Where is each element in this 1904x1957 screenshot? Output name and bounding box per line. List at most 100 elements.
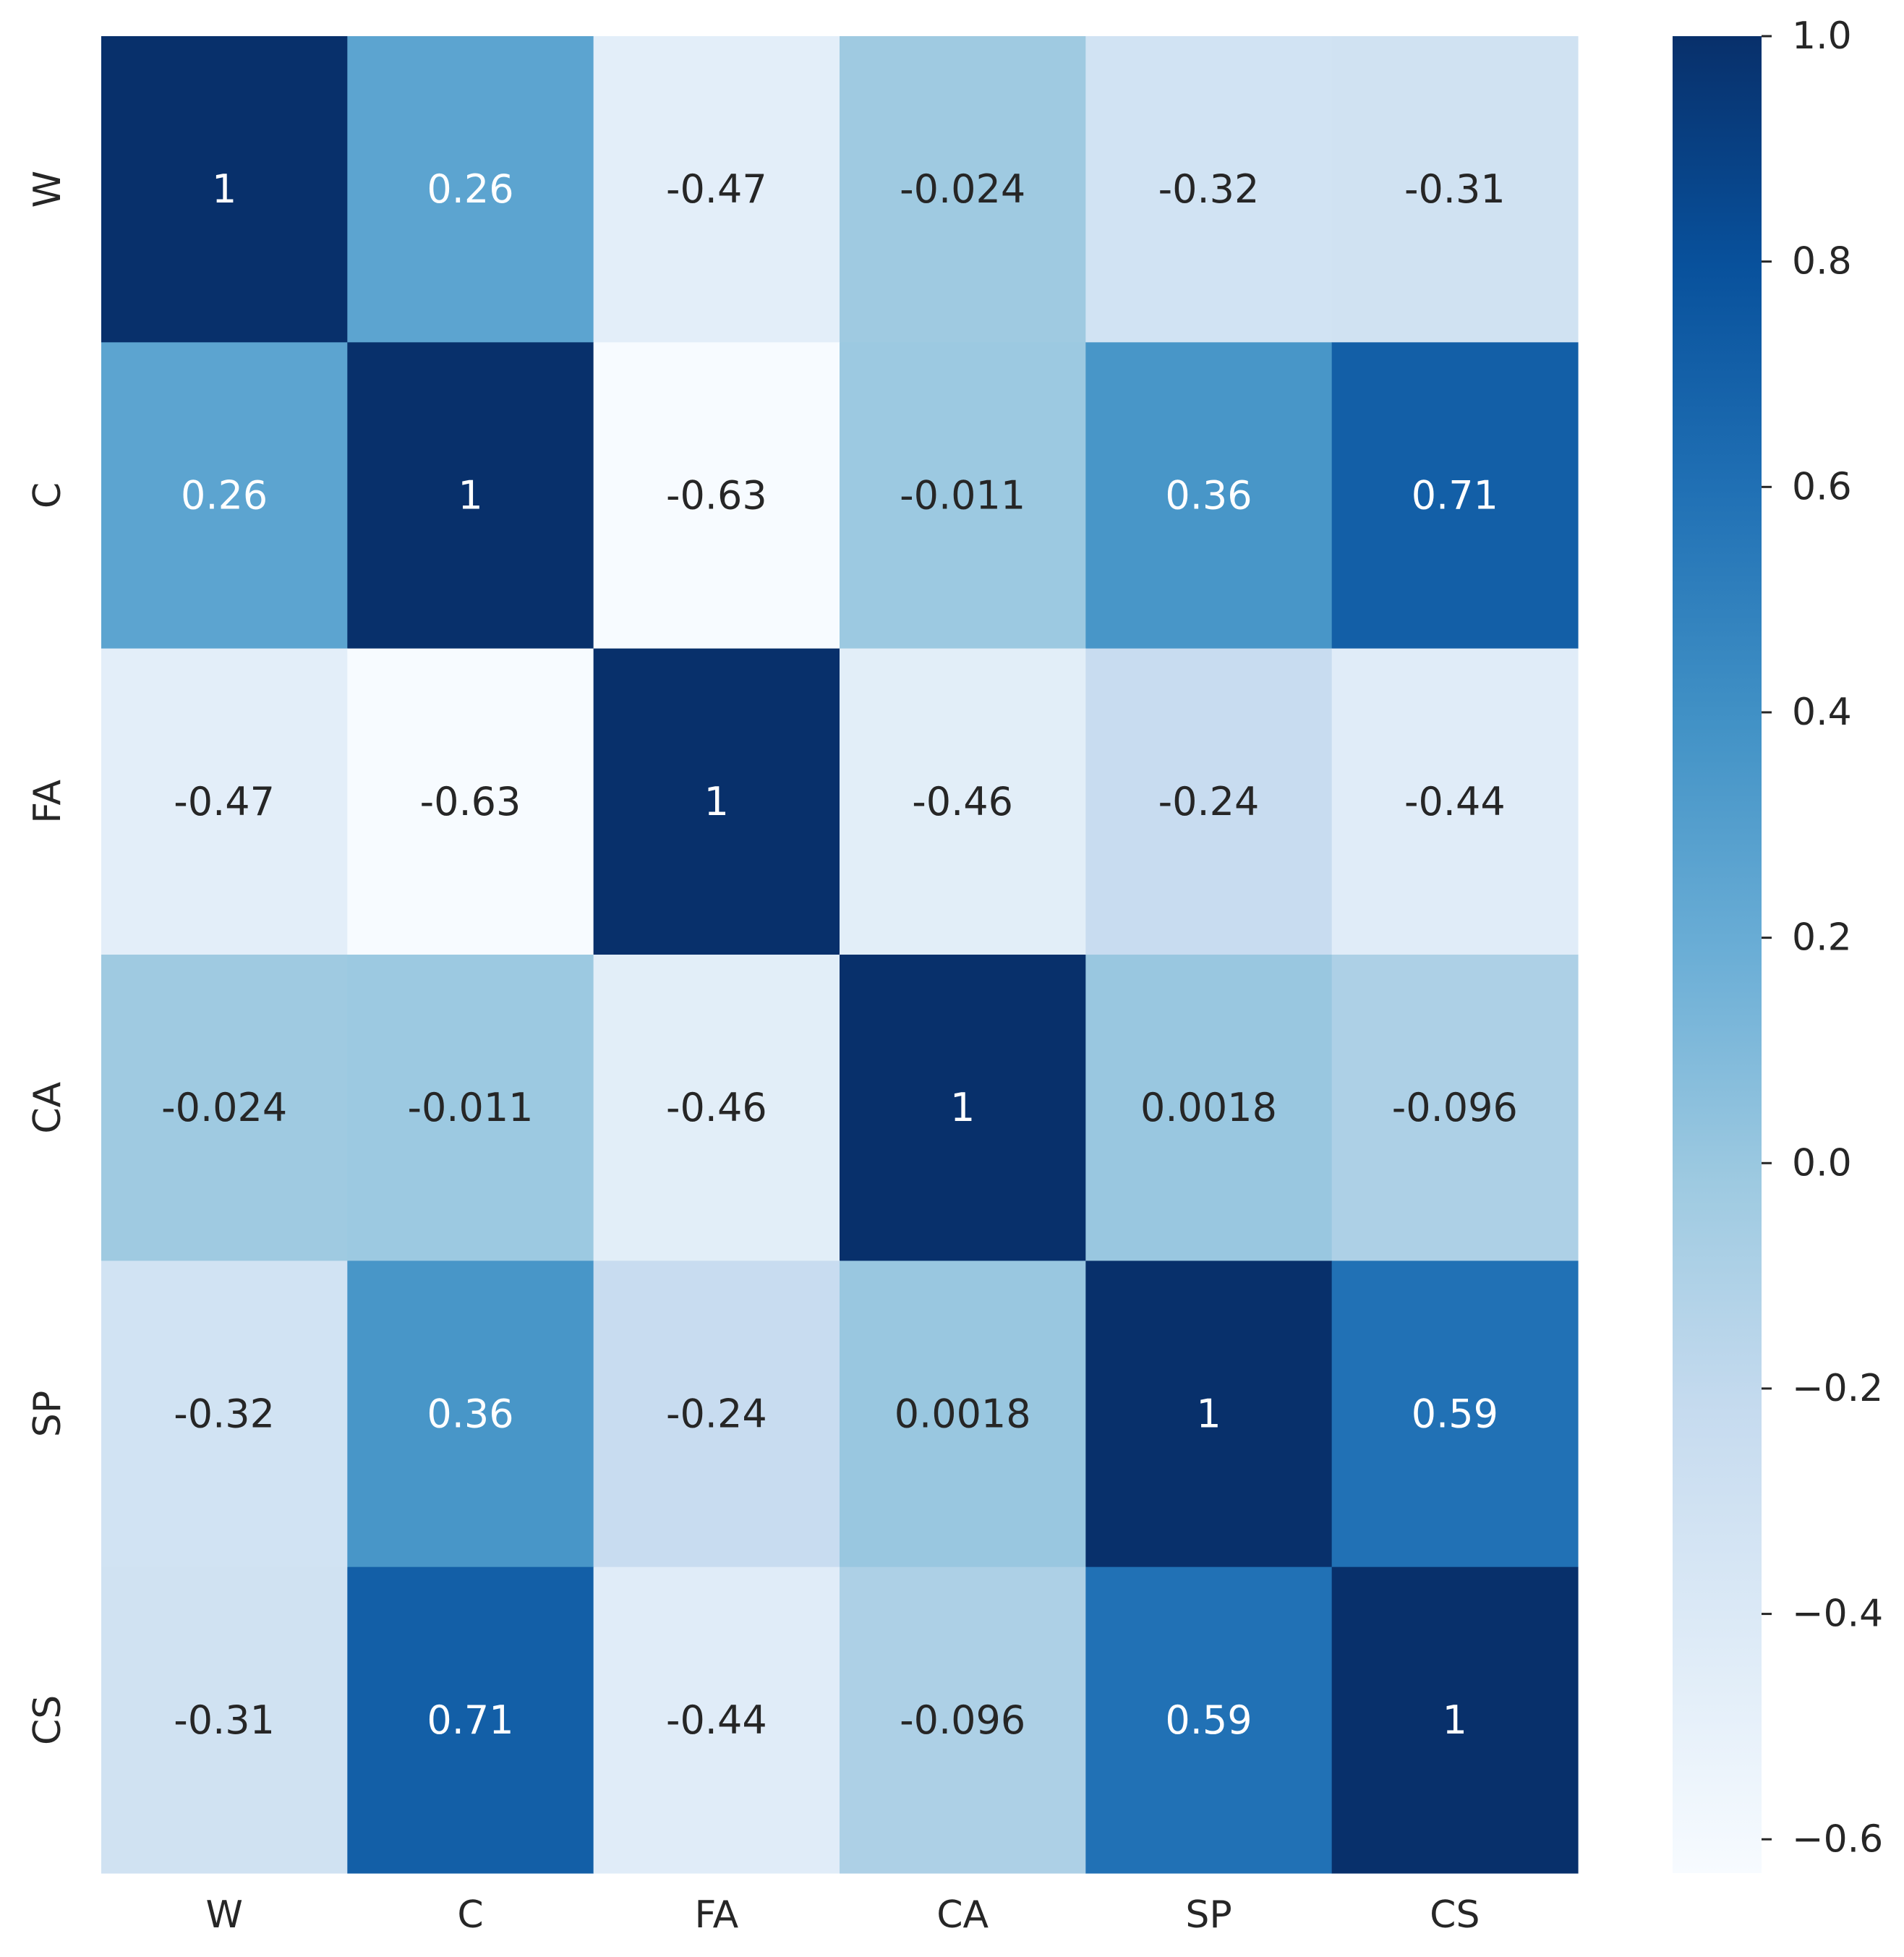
heatmap-cells (101, 36, 1579, 1874)
cell-annotation: -0.024 (161, 1085, 287, 1130)
heatmap-cell (101, 648, 348, 955)
cell-annotation: -0.47 (666, 166, 767, 212)
cell-annotation: -0.096 (1392, 1085, 1518, 1130)
colorbar-tick-label: 0.2 (1792, 916, 1852, 960)
colorbar-gradient (1673, 36, 1762, 1873)
heatmap-cell (347, 1566, 594, 1874)
heatmap-cell (1331, 342, 1579, 649)
heatmap-cell (840, 648, 1086, 955)
colorbar-tick-label: 0.6 (1792, 465, 1852, 508)
y-tick-label: W (26, 171, 69, 208)
heatmap-cell (101, 36, 348, 343)
cell-annotation: -0.47 (174, 779, 275, 824)
cell-annotation: 0.59 (1165, 1697, 1252, 1743)
heatmap-cell (593, 1261, 840, 1568)
cell-annotation: 1 (1443, 1697, 1467, 1743)
heatmap-cell (1331, 955, 1579, 1261)
cell-annotation: -0.46 (666, 1085, 767, 1130)
cell-annotation: 1 (1196, 1391, 1221, 1437)
cell-annotation: 0.71 (1412, 473, 1498, 519)
heatmap-cell (1085, 342, 1333, 649)
cell-annotation: 0.0018 (895, 1391, 1031, 1437)
cell-annotation: -0.31 (1404, 166, 1506, 212)
heatmap-cell (1331, 648, 1579, 955)
heatmap-cell (347, 1261, 594, 1568)
cell-annotation: -0.011 (407, 1085, 533, 1130)
heatmap-cell (1085, 955, 1333, 1261)
y-tick-label: FA (26, 780, 69, 824)
x-tick-label: FA (694, 1893, 738, 1937)
heatmap-cell (101, 342, 348, 649)
cell-annotation: 0.59 (1412, 1391, 1498, 1437)
heatmap-cell (593, 342, 840, 649)
heatmap-cell (347, 955, 594, 1261)
y-axis-tick-labels: W C FA CA SP CS (26, 171, 69, 1745)
cell-annotations: 1 0.26 -0.47 -0.024 -0.32 -0.31 0.26 1 -0.63 -0.0… (161, 166, 1518, 1743)
colorbar-tick-label: −0.6 (1792, 1817, 1883, 1861)
colorbar: 1.0 0.8 0.6 0.4 0.2 0.0 −0.2 −0.4 −0.6 (1673, 14, 1883, 1873)
heatmap-cell (1085, 36, 1333, 343)
cell-annotation: 1 (212, 166, 236, 212)
cell-annotation: 0.71 (427, 1697, 513, 1743)
cell-annotation: -0.011 (900, 473, 1025, 519)
colorbar-tick-label: −0.2 (1792, 1367, 1883, 1410)
y-tick-label: CA (26, 1081, 69, 1133)
cell-annotation: -0.44 (1404, 779, 1506, 824)
heatmap-cell (840, 342, 1086, 649)
cell-annotation: -0.63 (666, 473, 767, 519)
cell-annotation: -0.31 (174, 1697, 275, 1743)
cell-annotation: -0.46 (912, 779, 1013, 824)
heatmap-cell (593, 1566, 840, 1874)
heatmap-cell (593, 955, 840, 1261)
cell-annotation: 0.0018 (1140, 1085, 1277, 1130)
cell-annotation: 1 (458, 473, 482, 519)
heatmap-cell (1085, 1566, 1333, 1874)
cell-annotation: 1 (704, 779, 729, 824)
x-tick-label: C (457, 1893, 483, 1937)
x-tick-label: CA (936, 1893, 989, 1937)
x-tick-label: CS (1430, 1893, 1480, 1937)
heatmap-cell (347, 36, 594, 343)
cell-annotation: -0.096 (900, 1697, 1025, 1743)
heatmap-cell (1331, 36, 1579, 343)
cell-annotation: 1 (950, 1085, 975, 1130)
heatmap-cell (101, 1566, 348, 1874)
cell-annotation: -0.24 (666, 1391, 767, 1437)
cell-annotation: -0.32 (174, 1391, 275, 1437)
heatmap-cell (840, 1261, 1086, 1568)
colorbar-tick-label: 1.0 (1792, 14, 1852, 58)
heatmap-cell (347, 342, 594, 649)
x-axis-tick-labels: W C FA CA SP CS (205, 1893, 1480, 1937)
heatmap-cell (101, 1261, 348, 1568)
heatmap-cell (1085, 1261, 1333, 1568)
heatmap-cell (593, 36, 840, 343)
colorbar-tick-label: 0.0 (1792, 1141, 1852, 1185)
colorbar-tick-label: −0.4 (1792, 1593, 1883, 1636)
cell-annotation: 0.36 (427, 1391, 513, 1437)
cell-annotation: -0.63 (420, 779, 521, 824)
cell-annotation: 0.26 (427, 166, 513, 212)
cell-annotation: -0.24 (1158, 779, 1260, 824)
cell-annotation: -0.024 (900, 166, 1025, 212)
heatmap-cell (840, 1566, 1086, 1874)
heatmap-cell (347, 648, 594, 955)
heatmap-cell (840, 36, 1086, 343)
heatmap-cell (840, 955, 1086, 1261)
heatmap-cell (1331, 1566, 1579, 1874)
cell-annotation: 0.26 (181, 473, 268, 519)
x-tick-label: W (205, 1893, 242, 1937)
colorbar-tick-label: 0.8 (1792, 240, 1852, 283)
colorbar-tick-label: 0.4 (1792, 691, 1852, 734)
y-tick-label: SP (26, 1391, 69, 1437)
cell-annotation: -0.44 (666, 1697, 767, 1743)
y-tick-label: CS (26, 1695, 69, 1745)
heatmap-cell (1331, 1261, 1579, 1568)
y-tick-label: C (26, 482, 69, 508)
cell-annotation: -0.32 (1158, 166, 1260, 212)
heatmap-cell (101, 955, 348, 1261)
heatmap-cell (593, 648, 840, 955)
heatmap-cell (1085, 648, 1333, 955)
cell-annotation: 0.36 (1165, 473, 1252, 519)
x-tick-label: SP (1185, 1893, 1231, 1937)
